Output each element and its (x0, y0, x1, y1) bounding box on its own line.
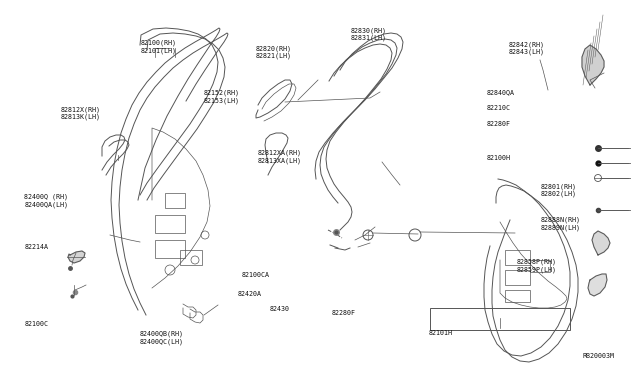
Text: 82100C: 82100C (24, 321, 49, 327)
Text: 82830(RH)
82831(LH): 82830(RH) 82831(LH) (351, 27, 387, 41)
Text: 82280F: 82280F (332, 310, 356, 316)
Bar (505, 270, 530, 285)
Text: 82400QB(RH)
82400QC(LH): 82400QB(RH) 82400QC(LH) (140, 331, 184, 345)
Text: 82400Q (RH)
82400QA(LH): 82400Q (RH) 82400QA(LH) (24, 194, 68, 208)
Bar (530, 260, 550, 272)
Text: 82100H: 82100H (486, 155, 511, 161)
Text: 82840QA: 82840QA (486, 89, 515, 95)
Bar (155, 240, 185, 258)
Bar (505, 290, 530, 302)
Bar (165, 193, 185, 208)
Text: 82101H: 82101H (428, 330, 452, 336)
Text: 82801(RH)
82802(LH): 82801(RH) 82802(LH) (541, 183, 577, 198)
Bar (430, 308, 570, 330)
Text: 82280F: 82280F (486, 121, 511, 126)
Text: 82888N(RH)
82889N(LH): 82888N(RH) 82889N(LH) (541, 217, 581, 231)
Text: 82152(RH)
82153(LH): 82152(RH) 82153(LH) (204, 90, 239, 104)
Polygon shape (592, 231, 610, 255)
Text: 82420A: 82420A (238, 291, 262, 297)
Text: 82842(RH)
82843(LH): 82842(RH) 82843(LH) (509, 41, 545, 55)
Text: 82100CA: 82100CA (242, 272, 270, 278)
Text: 82100(RH)
82101(LH): 82100(RH) 82101(LH) (141, 40, 177, 54)
Text: RB20003M: RB20003M (582, 353, 614, 359)
Text: 82210C: 82210C (486, 105, 511, 111)
Polygon shape (588, 274, 607, 296)
Text: 82430: 82430 (270, 306, 290, 312)
Text: 82820(RH)
82821(LH): 82820(RH) 82821(LH) (256, 45, 292, 59)
Text: 82812XA(RH)
82813XA(LH): 82812XA(RH) 82813XA(LH) (257, 150, 301, 164)
Text: 82214A: 82214A (24, 244, 49, 250)
Text: 82812X(RH)
82813K(LH): 82812X(RH) 82813K(LH) (61, 106, 101, 121)
Bar (505, 250, 530, 265)
Text: 82858P(RH)
82859P(LH): 82858P(RH) 82859P(LH) (517, 259, 557, 273)
Polygon shape (582, 45, 604, 85)
Polygon shape (68, 251, 85, 263)
Bar (180, 250, 202, 265)
Bar (155, 215, 185, 233)
